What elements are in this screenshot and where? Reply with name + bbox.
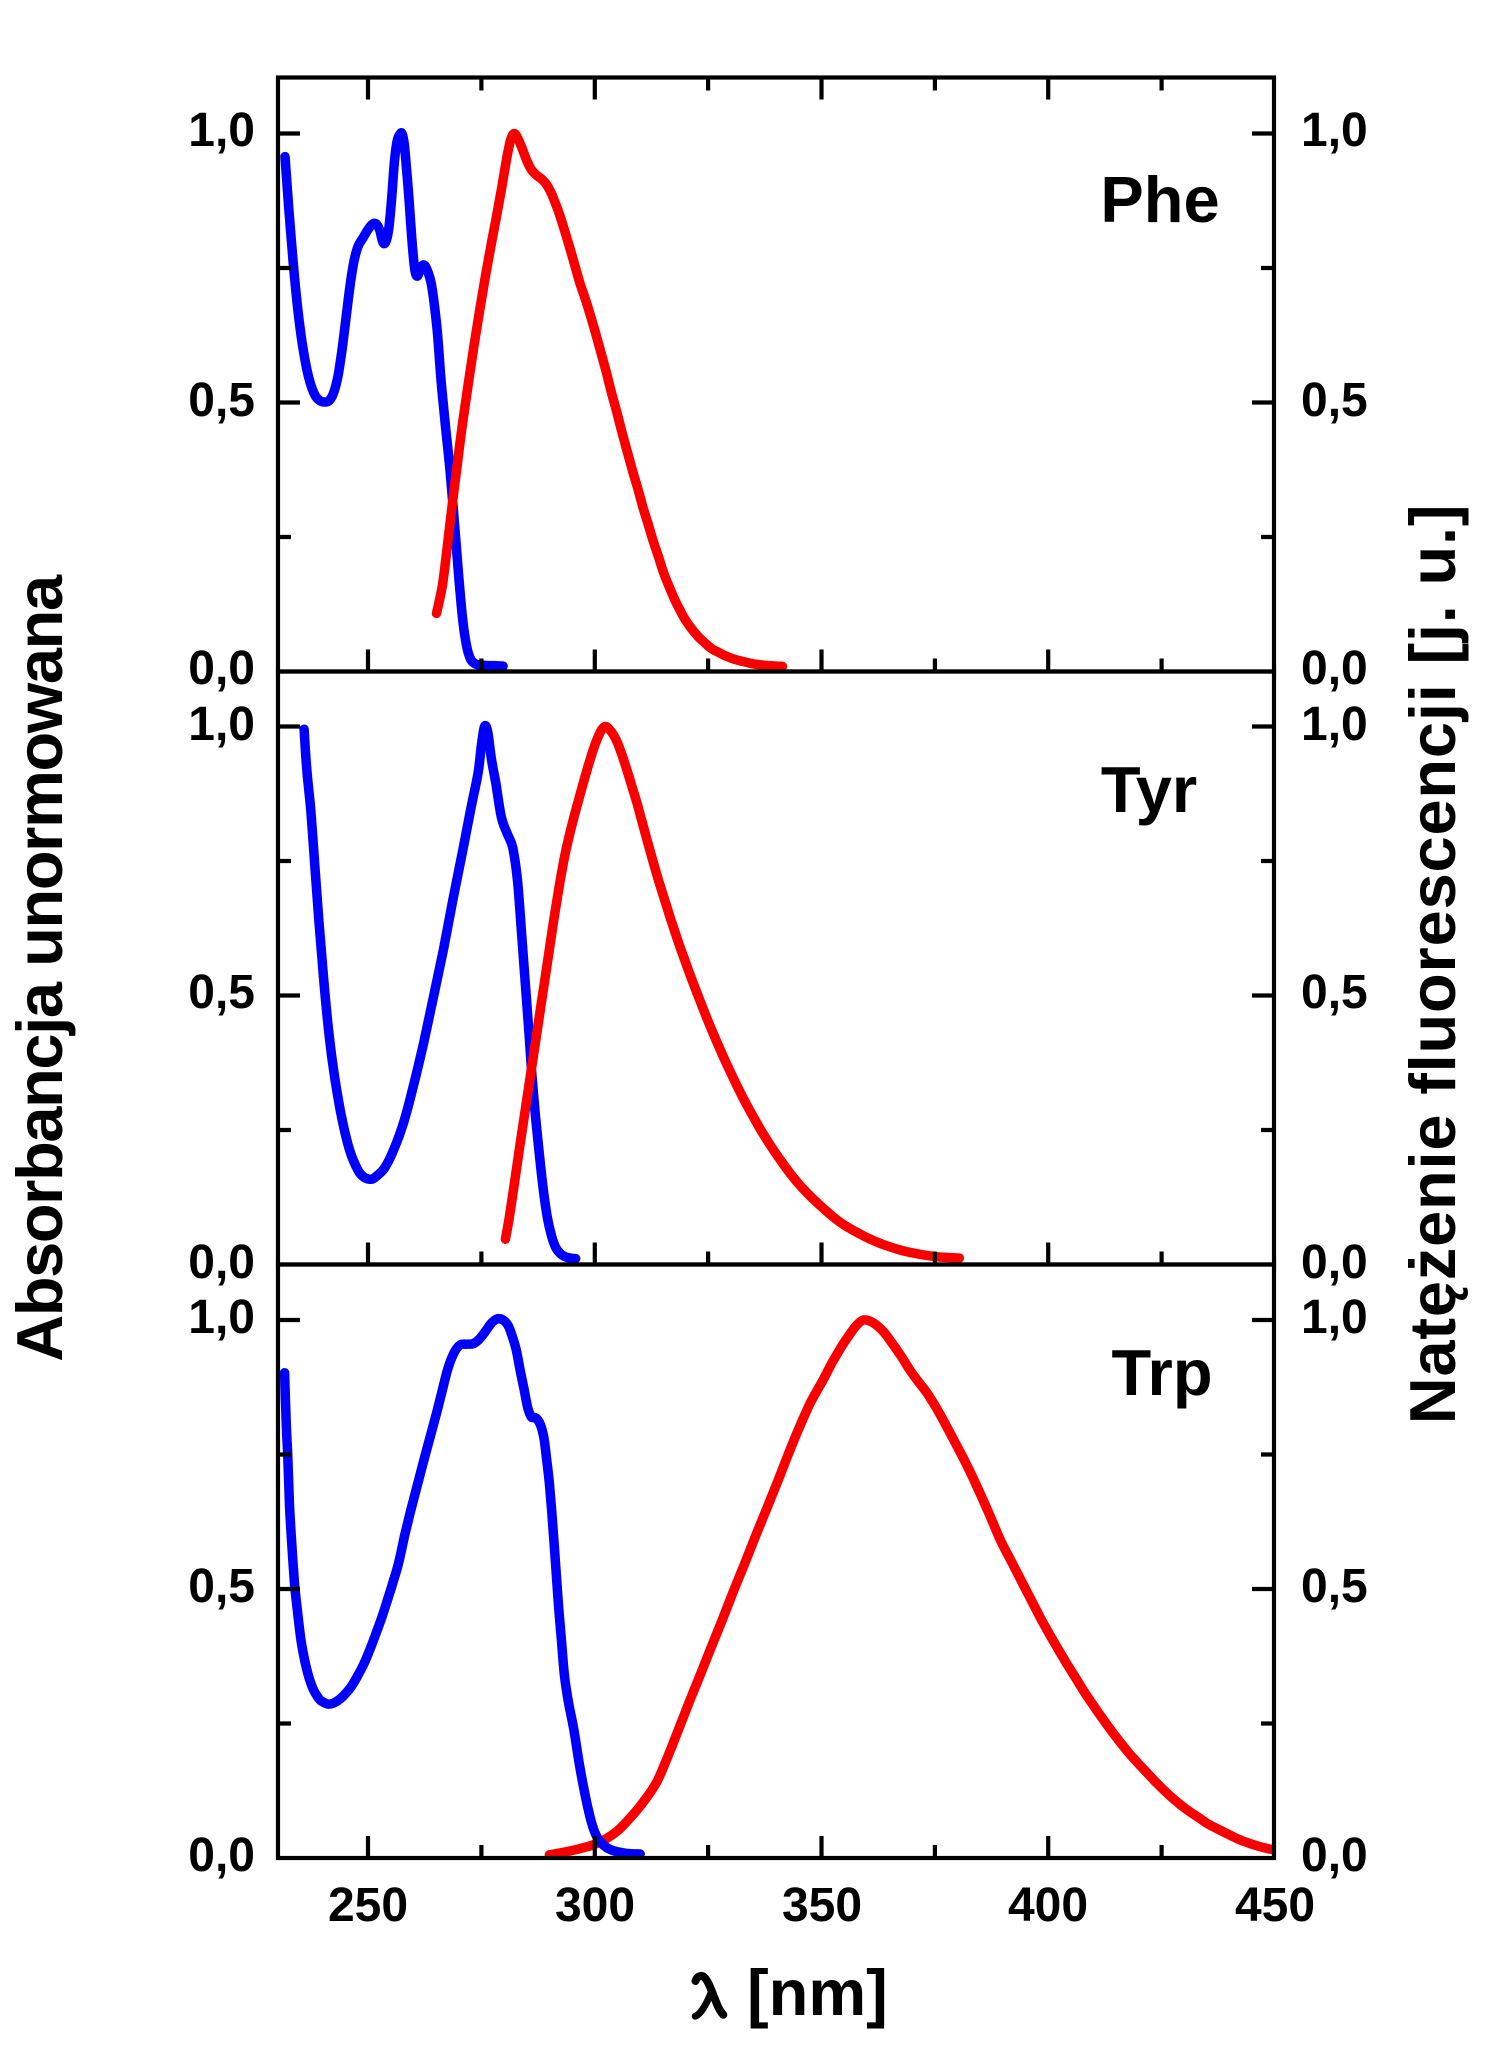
svg-text:Absorbancja unormowana: Absorbancja unormowana [3, 574, 76, 1362]
svg-text:0,5: 0,5 [188, 1560, 255, 1613]
svg-text:Phe: Phe [1100, 163, 1219, 236]
svg-text:1,0: 1,0 [1301, 698, 1368, 751]
svg-text:0,0: 0,0 [188, 642, 255, 695]
svg-text:350: 350 [782, 1879, 862, 1932]
svg-text:0,5: 0,5 [188, 966, 255, 1019]
svg-text:1,0: 1,0 [1301, 104, 1368, 157]
svg-text:0,0: 0,0 [1301, 642, 1368, 695]
svg-text:450: 450 [1235, 1879, 1315, 1932]
svg-text:0,5: 0,5 [1301, 374, 1368, 427]
svg-text:300: 300 [555, 1879, 635, 1932]
svg-text:0,0: 0,0 [188, 1829, 255, 1882]
svg-text:1,0: 1,0 [188, 104, 255, 157]
svg-text:1,0: 1,0 [1301, 1291, 1368, 1344]
svg-text:0,5: 0,5 [1301, 1560, 1368, 1613]
svg-text:[nm]: [nm] [747, 1956, 888, 2029]
svg-text:1,0: 1,0 [188, 1291, 255, 1344]
svg-text:250: 250 [328, 1879, 408, 1932]
svg-text:0,5: 0,5 [188, 374, 255, 427]
svg-text:Natężenie fluorescencji [j. u.: Natężenie fluorescencji [j. u.] [1396, 504, 1469, 1425]
svg-text:Tyr: Tyr [1101, 753, 1197, 826]
svg-text:400: 400 [1008, 1879, 1088, 1932]
svg-text:0,5: 0,5 [1301, 966, 1368, 1019]
svg-text:Trp: Trp [1111, 1336, 1212, 1409]
svg-text:1,0: 1,0 [188, 698, 255, 751]
svg-text:0,0: 0,0 [1301, 1236, 1368, 1289]
svg-text:0,0: 0,0 [188, 1236, 255, 1289]
svg-text:0,0: 0,0 [1301, 1829, 1368, 1882]
